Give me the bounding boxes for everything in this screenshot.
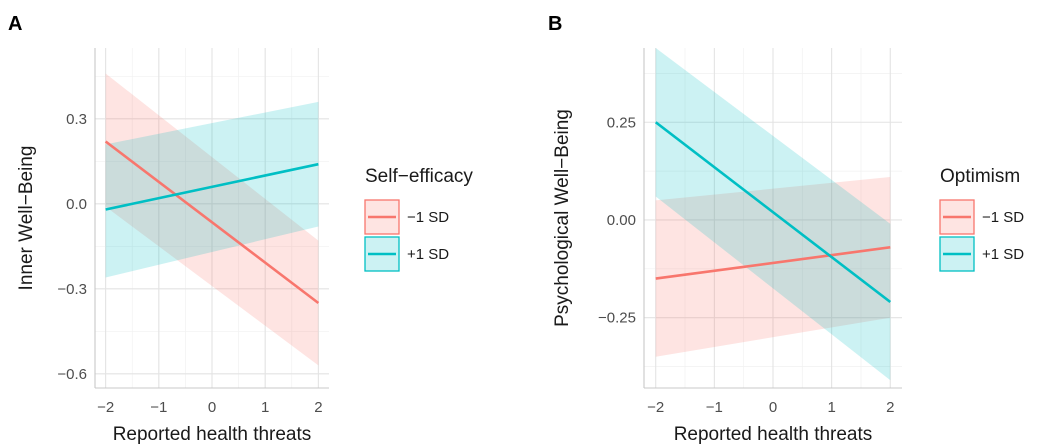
panel-tag: B xyxy=(548,13,562,35)
x-axis-title: Reported health threats xyxy=(113,424,312,445)
panel-tag: A xyxy=(8,13,22,35)
legend: Self−efficacy −1 SD +1 SD xyxy=(364,166,473,272)
ci-band-series-0 xyxy=(655,176,891,357)
x-tick-label: −1 xyxy=(150,399,167,416)
x-tick-label: −2 xyxy=(97,399,114,416)
y-tick-label: −0.25 xyxy=(598,310,636,327)
y-axis-title: Inner Well−Being xyxy=(16,146,37,291)
legend: Optimism −1 SD +1 SD xyxy=(939,166,1024,272)
y-tick-label: 0.00 xyxy=(607,212,636,229)
line-series-1 xyxy=(654,121,892,304)
legend-title: Self−efficacy xyxy=(365,166,473,187)
y-tick-label: 0.0 xyxy=(66,196,87,213)
y-tick-label: −0.6 xyxy=(57,366,87,383)
legend-label: +1 SD xyxy=(982,246,1024,263)
x-tick-label: 0 xyxy=(769,399,777,416)
panel-a: A −2 −1 0 1 2 −0.6 −0.3 0.0 0.3 Reported health th… xyxy=(8,13,473,445)
y-tick-label: 0.3 xyxy=(66,111,87,128)
line-series-0 xyxy=(655,246,891,280)
legend-label: −1 SD xyxy=(982,209,1024,226)
x-tick-label: 1 xyxy=(827,399,835,416)
legend-label: +1 SD xyxy=(407,246,449,263)
x-tick-label: −2 xyxy=(647,399,664,416)
legend-label: −1 SD xyxy=(407,209,449,226)
y-tick-label: 0.25 xyxy=(607,114,636,131)
x-tick-label: 1 xyxy=(261,399,269,416)
x-axis-title: Reported health threats xyxy=(674,424,873,445)
x-tick-label: 2 xyxy=(886,399,894,416)
x-tick-label: 0 xyxy=(208,399,216,416)
y-axis-title: Psychological Well−Being xyxy=(552,109,573,327)
legend-item: +1 SD xyxy=(364,236,449,272)
panel-b: B −2 −1 0 1 2 −0.25 0.00 0.25 Reported health thr… xyxy=(548,13,1024,445)
legend-title: Optimism xyxy=(940,166,1020,187)
legend-item: −1 SD xyxy=(939,199,1024,235)
line-series-1 xyxy=(105,162,319,211)
x-tick-label: −1 xyxy=(706,399,723,416)
ci-band-series-1 xyxy=(105,101,319,278)
ci-band-series-1 xyxy=(655,48,891,381)
x-tick-label: 2 xyxy=(314,399,322,416)
line-series-0 xyxy=(104,140,320,305)
legend-item: −1 SD xyxy=(364,199,449,235)
legend-item: +1 SD xyxy=(939,236,1024,272)
y-tick-label: −0.3 xyxy=(57,281,87,298)
ci-band-series-0 xyxy=(105,73,319,366)
